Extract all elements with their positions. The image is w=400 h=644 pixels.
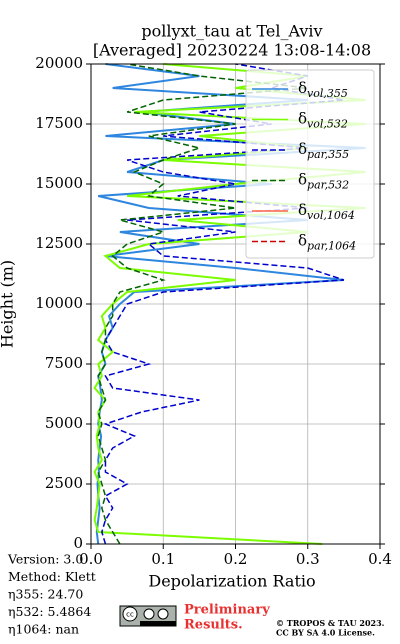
legend-label: δpar,355 [298, 140, 349, 161]
legend-label: δpar,532 [298, 171, 349, 192]
y-tick-label: 7500 [45, 354, 83, 372]
copyright-text: CC BY SA 4.0 License. [276, 628, 375, 638]
y-tick-label: 2500 [45, 474, 83, 492]
chart-title: pollyxt_tau at Tel_Aviv [141, 22, 322, 41]
legend-label: δpar,1064 [298, 232, 356, 253]
info-text: η355: 24.70 [8, 587, 83, 602]
cc-icon: cc [119, 605, 177, 627]
y-tick-label: 20000 [35, 54, 83, 72]
y-tick-label: 5000 [45, 414, 83, 432]
x-tick-label: 0.0 [79, 550, 103, 568]
y-tick-label: 15000 [35, 174, 83, 192]
x-axis-label: Depolarization Ratio [148, 572, 315, 591]
y-tick-label: 17500 [35, 114, 83, 132]
x-tick-label: 0.1 [151, 550, 175, 568]
y-tick-label: 10000 [35, 294, 83, 312]
legend-label: δvol,532 [298, 110, 348, 131]
info-text: η1064: nan [8, 622, 79, 637]
y-axis-label: Height (m) [0, 260, 17, 348]
x-tick-label: 0.2 [224, 550, 248, 568]
info-text: Version: 3.0 [7, 552, 83, 567]
y-tick-label: 0 [73, 534, 83, 552]
legend-label: δvol,1064 [298, 201, 355, 222]
chart-subtitle: [Averaged] 20230224 13:08-14:08 [93, 41, 371, 60]
info-text: Method: Klett [8, 569, 96, 584]
legend-label: δvol,355 [298, 79, 348, 100]
svg-text:cc: cc [126, 611, 134, 619]
notice-text: Results. [184, 618, 243, 633]
x-tick-label: 0.3 [296, 550, 320, 568]
y-tick-label: 12500 [35, 234, 83, 252]
notice-text: Preliminary [184, 603, 270, 618]
info-text: η532: 5.4864 [8, 604, 91, 619]
profile-line [101, 63, 345, 545]
x-tick-label: 0.4 [368, 550, 392, 568]
legend: δvol,355 δvol,532 δpar,355 δpar,532 δvol,106… [245, 69, 375, 259]
copyright-text: © TROPOS & TAU 2023. [276, 618, 385, 628]
